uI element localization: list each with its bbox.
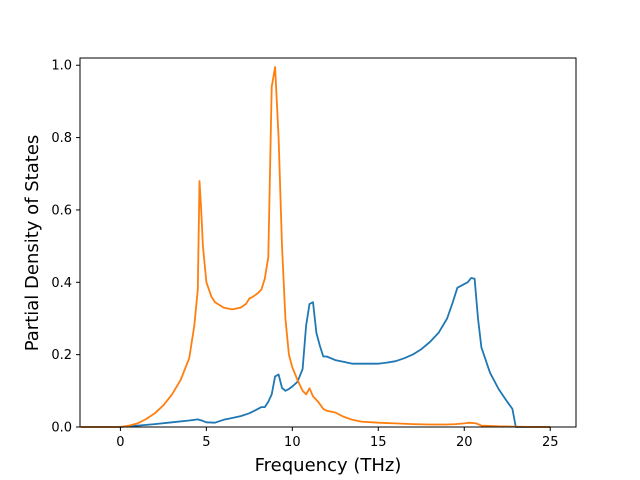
x-tick-label: 25 (542, 435, 559, 450)
y-tick-label: 0.2 (51, 348, 72, 363)
series-line-1 (80, 277, 551, 428)
x-tick-label: 0 (116, 435, 124, 450)
x-tick-label: 5 (202, 435, 210, 450)
y-tick-label: 0.4 (51, 276, 72, 291)
series-line-2 (80, 66, 551, 428)
x-tick-label: 20 (456, 435, 473, 450)
y-tick-label: 0.6 (51, 203, 72, 218)
plot-background (80, 58, 576, 427)
plot-frame (79, 57, 577, 428)
ticks-layer: 0 5 10 15 20 25 0.0 0.2 0.4 0.6 0.8 1.0 (51, 59, 558, 450)
y-tick-label: 0.0 (51, 421, 72, 436)
y-tick-label: 1.0 (51, 59, 72, 74)
x-tick-label: 10 (284, 435, 301, 450)
series-layer (80, 66, 551, 428)
y-tick-label: 0.8 (51, 131, 72, 146)
x-axis-title: Frequency (THz) (255, 455, 402, 476)
x-tick-label: 15 (370, 435, 387, 450)
y-axis-title: Partial Density of States (22, 135, 43, 352)
